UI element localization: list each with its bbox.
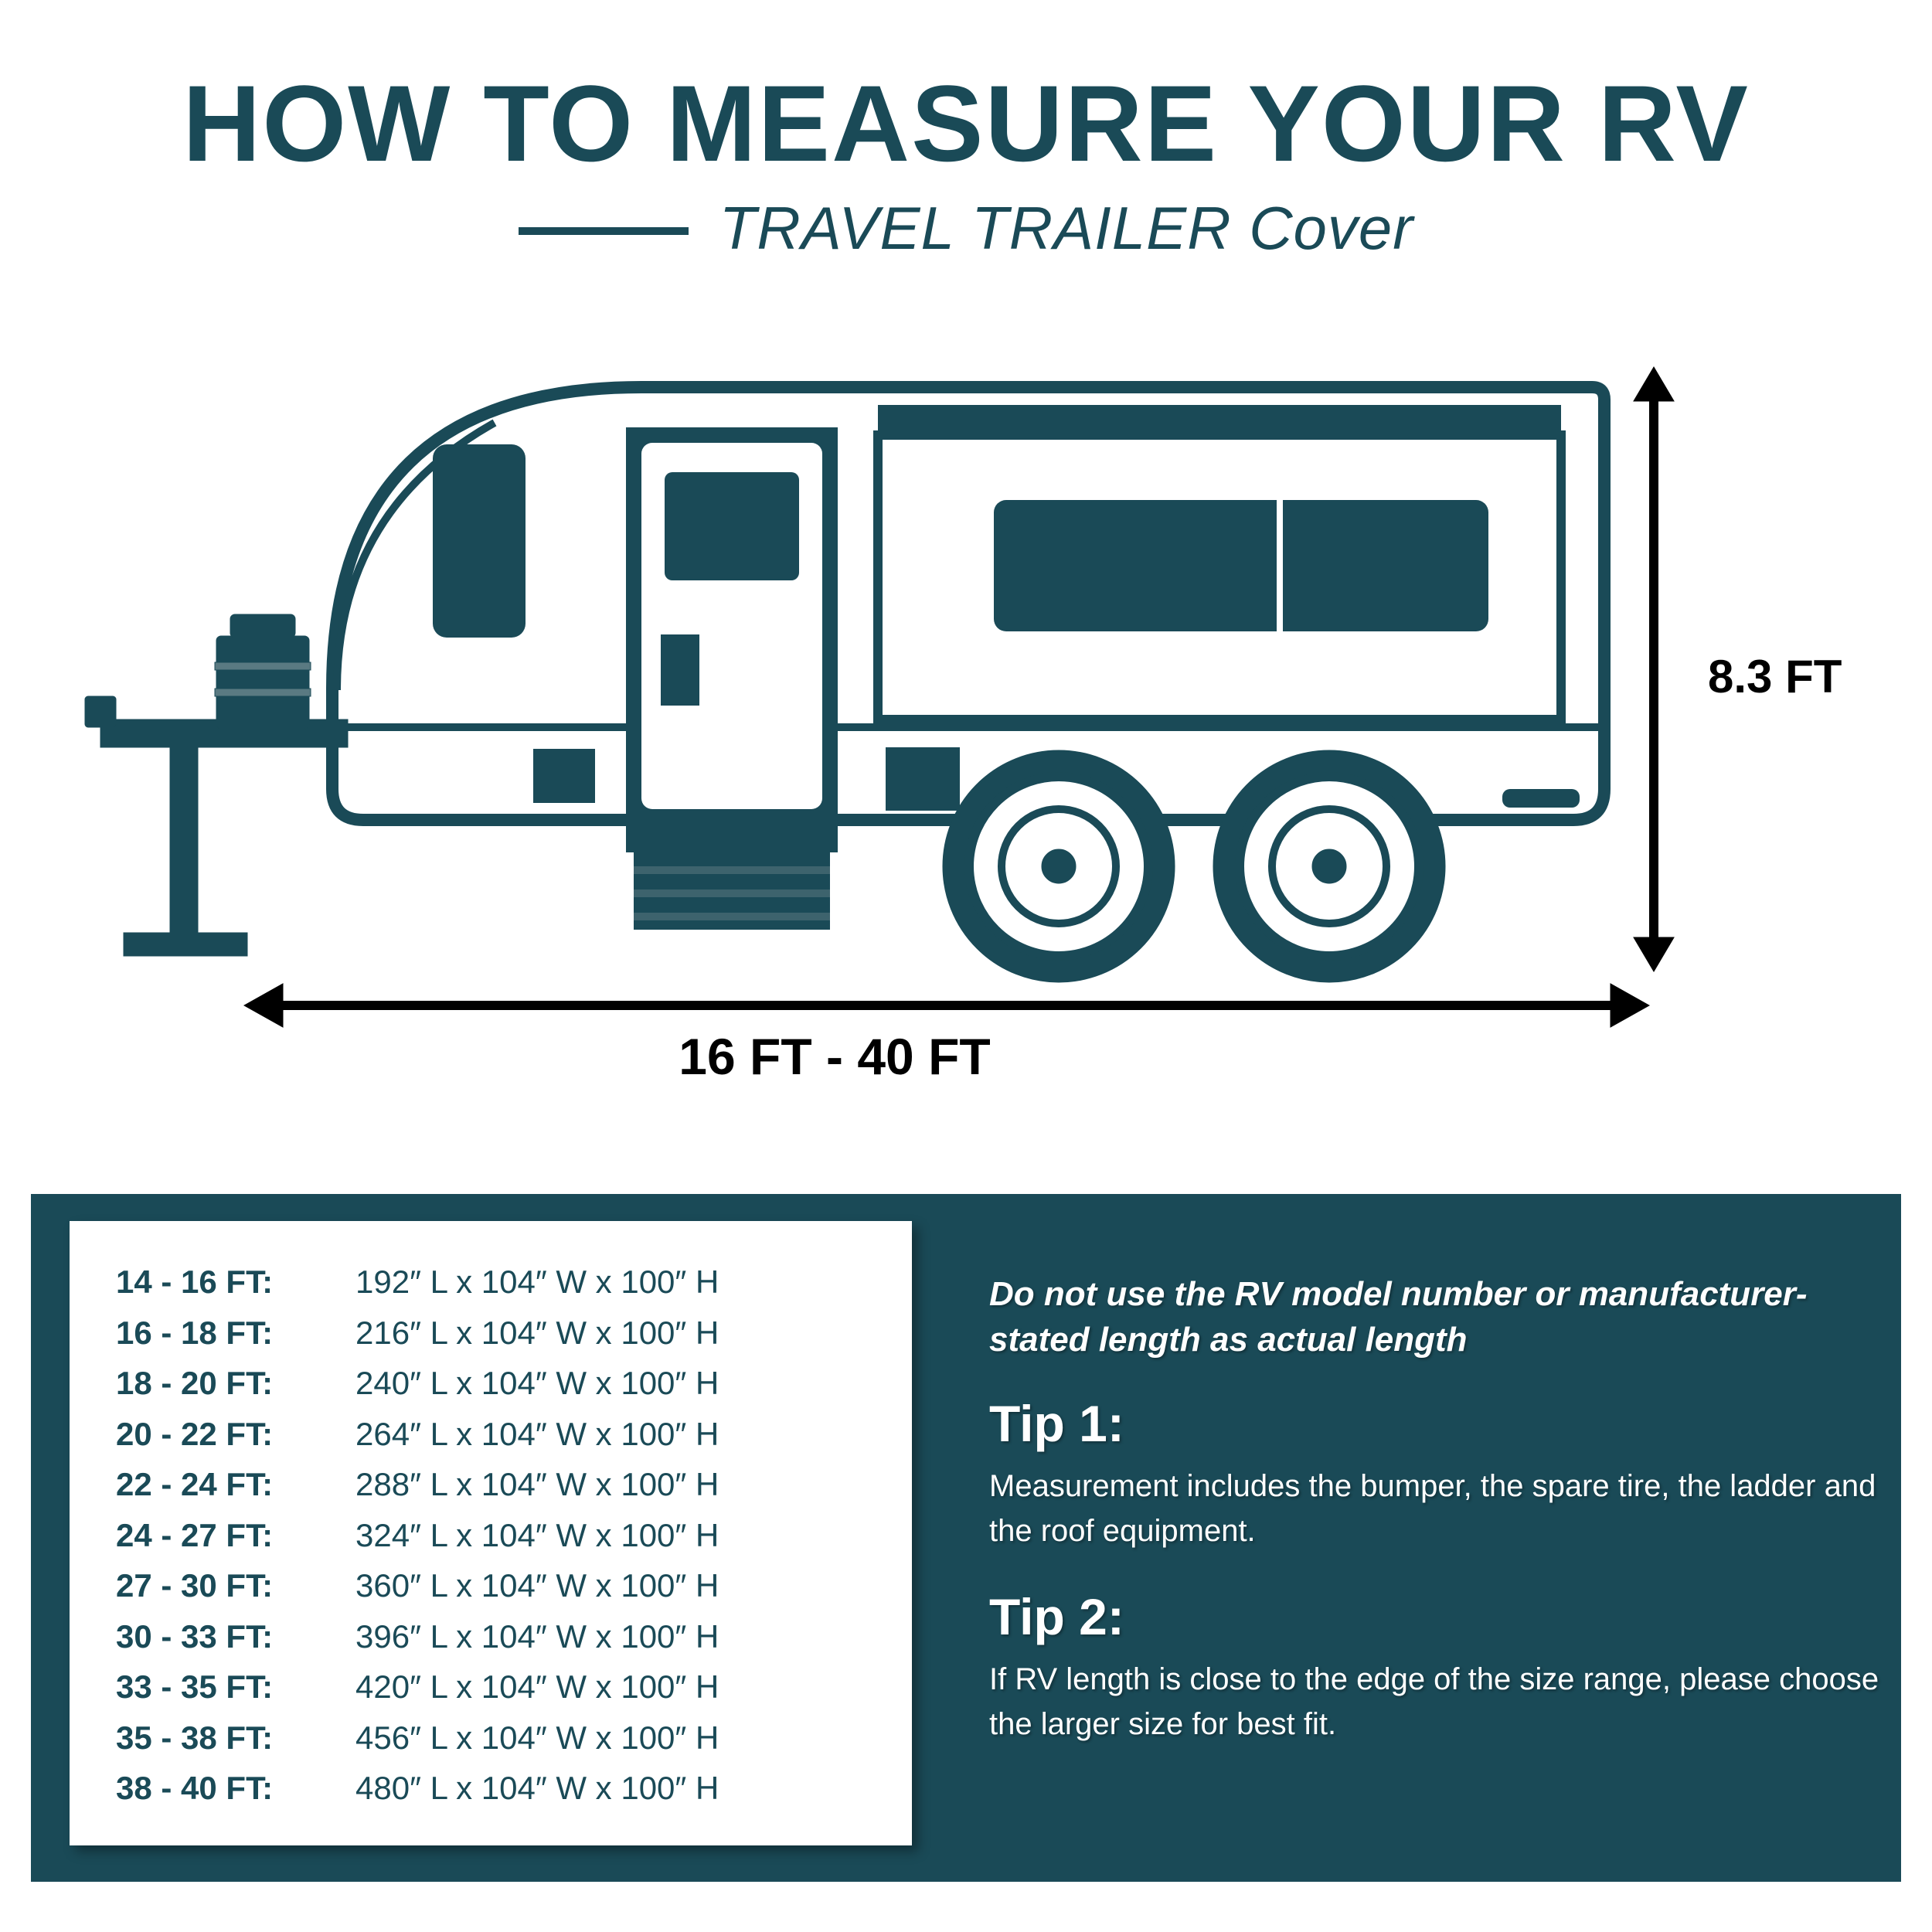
size-range: 33 - 35 FT:	[116, 1662, 329, 1713]
size-range: 30 - 33 FT:	[116, 1611, 329, 1662]
tip2-body: If RV length is close to the edge of the…	[989, 1657, 1886, 1747]
tip1-body: Measurement includes the bumper, the spa…	[989, 1464, 1886, 1553]
size-range: 35 - 38 FT:	[116, 1713, 329, 1764]
tips-block: Do not use the RV model number or manufa…	[989, 1271, 1886, 1781]
size-row: 33 - 35 FT: 420″ L x 104″ W x 100″ H	[116, 1662, 881, 1713]
size-range: 22 - 24 FT:	[116, 1459, 329, 1510]
size-table-card: 14 - 16 FT:192″ L x 104″ W x 100″ H16 - …	[70, 1221, 912, 1845]
size-range: 38 - 40 FT:	[116, 1763, 329, 1814]
width-dimension-label: 16 FT - 40 FT	[0, 1027, 1669, 1086]
size-row: 18 - 20 FT: 240″ L x 104″ W x 100″ H	[116, 1358, 881, 1409]
rv-svg	[0, 356, 1932, 1083]
size-range: 18 - 20 FT:	[116, 1358, 329, 1409]
page-subtitle: TRAVEL TRAILER Cover	[719, 193, 1414, 264]
size-dims: 216″ L x 104″ W x 100″ H	[355, 1308, 719, 1359]
size-dims: 360″ L x 104″ W x 100″ H	[355, 1560, 719, 1611]
size-row: 35 - 38 FT: 456″ L x 104″ W x 100″ H	[116, 1713, 881, 1764]
size-dims: 480″ L x 104″ W x 100″ H	[355, 1763, 719, 1814]
tip2-heading: Tip 2:	[989, 1587, 1886, 1646]
size-row: 22 - 24 FT: 288″ L x 104″ W x 100″ H	[116, 1459, 881, 1510]
size-dims: 192″ L x 104″ W x 100″ H	[355, 1257, 719, 1308]
size-row: 20 - 22 FT: 264″ L x 104″ W x 100″ H	[116, 1409, 881, 1460]
size-range: 16 - 18 FT:	[116, 1308, 329, 1359]
subtitle-row: TRAVEL TRAILER Cover	[0, 193, 1932, 264]
size-dims: 240″ L x 104″ W x 100″ H	[355, 1358, 719, 1409]
rv-diagram: 8.3 FT 16 FT - 40 FT	[0, 356, 1932, 1083]
size-range: 20 - 22 FT:	[116, 1409, 329, 1460]
size-dims: 396″ L x 104″ W x 100″ H	[355, 1611, 719, 1662]
size-dims: 264″ L x 104″ W x 100″ H	[355, 1409, 719, 1460]
size-row: 27 - 30 FT: 360″ L x 104″ W x 100″ H	[116, 1560, 881, 1611]
size-row: 14 - 16 FT: 192″ L x 104″ W x 100″ H	[116, 1257, 881, 1308]
note-text: Do not use the RV model number or manufa…	[989, 1271, 1886, 1363]
size-row: 38 - 40 FT: 480″ L x 104″ W x 100″ H	[116, 1763, 881, 1814]
height-dimension-label: 8.3 FT	[1708, 650, 1842, 703]
size-dims: 456″ L x 104″ W x 100″ H	[355, 1713, 719, 1764]
subtitle-rule	[519, 227, 689, 235]
size-row: 16 - 18 FT: 216″ L x 104″ W x 100″ H	[116, 1308, 881, 1359]
tip1-heading: Tip 1:	[989, 1394, 1886, 1453]
size-range: 14 - 16 FT:	[116, 1257, 329, 1308]
height-arrow-svg	[1634, 367, 1674, 971]
size-row: 30 - 33 FT: 396″ L x 104″ W x 100″ H	[116, 1611, 881, 1662]
page-title: HOW TO MEASURE YOUR RV	[0, 70, 1932, 178]
size-dims: 324″ L x 104″ W x 100″ H	[355, 1510, 719, 1561]
size-row: 24 - 27 FT: 324″ L x 104″ W x 100″ H	[116, 1510, 881, 1561]
size-dims: 420″ L x 104″ W x 100″ H	[355, 1662, 719, 1713]
width-arrow-svg	[244, 984, 1649, 1027]
size-range: 24 - 27 FT:	[116, 1510, 329, 1561]
size-dims: 288″ L x 104″ W x 100″ H	[355, 1459, 719, 1510]
info-panel: 14 - 16 FT:192″ L x 104″ W x 100″ H16 - …	[31, 1194, 1901, 1882]
size-range: 27 - 30 FT:	[116, 1560, 329, 1611]
